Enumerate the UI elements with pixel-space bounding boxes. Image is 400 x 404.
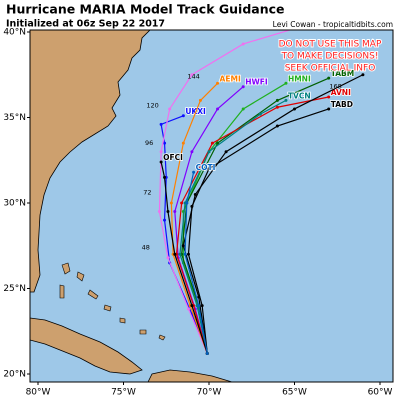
track-point bbox=[241, 42, 245, 46]
model-label: AEMI bbox=[220, 74, 241, 83]
lat-label: 35°N bbox=[3, 113, 26, 123]
track-point bbox=[168, 107, 172, 111]
track-point bbox=[159, 160, 163, 164]
model-track bbox=[160, 161, 208, 354]
track-point bbox=[284, 98, 288, 102]
subtitle: Initialized at 06z Sep 22 2017 bbox=[6, 19, 165, 30]
lon-label: 65°W bbox=[282, 388, 307, 398]
cuba bbox=[30, 317, 143, 375]
track-point bbox=[173, 252, 177, 256]
warning-line: DO NOT USE THIS MAP bbox=[279, 40, 382, 50]
track-point bbox=[163, 218, 167, 222]
track-point bbox=[210, 141, 214, 145]
track-point bbox=[205, 351, 209, 355]
lat-label: 20°N bbox=[3, 370, 26, 380]
model-track bbox=[160, 115, 208, 354]
lon-label: 75°W bbox=[111, 388, 136, 398]
track-point bbox=[327, 107, 331, 111]
hour-label: 96 bbox=[145, 139, 153, 147]
track-point bbox=[169, 201, 173, 205]
track-point bbox=[181, 141, 185, 145]
track-point bbox=[198, 98, 202, 102]
track-point bbox=[327, 95, 331, 99]
hour-label: 168 bbox=[329, 83, 341, 91]
track-point bbox=[181, 114, 185, 118]
credit: Levi Cowan - tropicaltidbits.com bbox=[273, 20, 393, 29]
axes: 80°W 75°W 70°W 65°W 60°W 40°N 35°N 30°N 25°N 20°N bbox=[3, 28, 392, 398]
lon-label: 70°W bbox=[197, 388, 222, 398]
lat-label: 30°N bbox=[3, 199, 26, 209]
track-point bbox=[181, 244, 185, 248]
track-point bbox=[361, 73, 365, 77]
track-point bbox=[275, 98, 279, 102]
hispaniola bbox=[147, 369, 233, 382]
model-label: OFCI bbox=[163, 153, 183, 162]
track-point bbox=[183, 252, 187, 256]
track-point bbox=[190, 150, 194, 154]
track-point bbox=[159, 150, 163, 154]
track-point bbox=[241, 107, 245, 111]
hour-label: 48 bbox=[142, 243, 150, 251]
lat-label: 25°N bbox=[3, 284, 26, 294]
track-point bbox=[166, 210, 170, 214]
us-coast bbox=[30, 30, 151, 293]
track-point bbox=[241, 85, 245, 89]
track-point bbox=[258, 112, 262, 116]
track-point bbox=[180, 201, 184, 205]
track-point bbox=[207, 167, 211, 171]
model-label: TVCN bbox=[288, 91, 311, 100]
hour-label: 144 bbox=[187, 72, 199, 80]
track-point bbox=[216, 141, 220, 145]
track-point bbox=[207, 150, 211, 154]
title: Hurricane MARIA Model Track Guidance bbox=[6, 2, 285, 17]
lon-label: 60°W bbox=[368, 388, 393, 398]
track-point bbox=[193, 192, 197, 196]
track-point bbox=[186, 252, 190, 256]
hour-label: 120 bbox=[146, 102, 158, 110]
track-point bbox=[197, 304, 201, 308]
bahamas bbox=[59, 262, 166, 341]
track-point bbox=[224, 150, 228, 154]
lon-label: 80°W bbox=[26, 388, 51, 398]
track-point bbox=[327, 76, 331, 80]
model-label: COTI bbox=[196, 163, 216, 172]
track-point bbox=[192, 170, 196, 174]
track-point bbox=[284, 81, 288, 85]
model-label: TABD bbox=[331, 100, 353, 109]
warning-line: TO MAKE DECISIONS! bbox=[281, 52, 379, 62]
track-point bbox=[200, 304, 204, 308]
model-label: AVNI bbox=[331, 88, 351, 97]
track-point bbox=[275, 124, 279, 128]
track-point bbox=[216, 81, 220, 85]
track-point bbox=[190, 73, 194, 77]
lat-label: 40°N bbox=[3, 28, 26, 38]
warning-line: SEEK OFFICIAL INFO bbox=[285, 64, 376, 74]
track-point bbox=[157, 210, 161, 214]
model-label: HWFI bbox=[245, 78, 268, 87]
track-point bbox=[185, 201, 189, 205]
model-label: HMNI bbox=[288, 74, 311, 83]
model-label: TABM bbox=[331, 69, 355, 78]
track-point bbox=[178, 252, 182, 256]
hour-label: 72 bbox=[143, 189, 151, 197]
track-point bbox=[159, 122, 163, 126]
track-point bbox=[163, 141, 167, 145]
track-point bbox=[163, 175, 167, 179]
track-point bbox=[275, 105, 279, 109]
map-frame bbox=[29, 29, 394, 383]
track-point bbox=[190, 304, 194, 308]
track-point bbox=[216, 107, 220, 111]
track-point bbox=[186, 307, 190, 311]
track-point bbox=[173, 210, 177, 214]
track-point bbox=[197, 295, 201, 299]
track-point bbox=[293, 107, 296, 111]
track-point bbox=[166, 256, 170, 260]
